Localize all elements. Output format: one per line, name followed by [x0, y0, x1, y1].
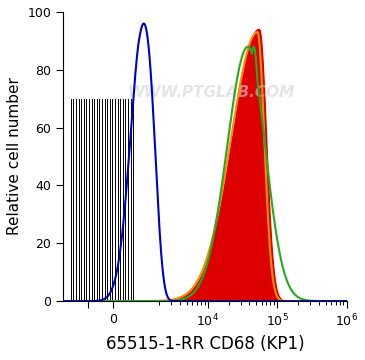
X-axis label: 65515-1-RR CD68 (KP1): 65515-1-RR CD68 (KP1)	[105, 335, 304, 353]
Y-axis label: Relative cell number: Relative cell number	[7, 78, 22, 235]
Text: WWW.PTGLAB.COM: WWW.PTGLAB.COM	[127, 85, 294, 100]
